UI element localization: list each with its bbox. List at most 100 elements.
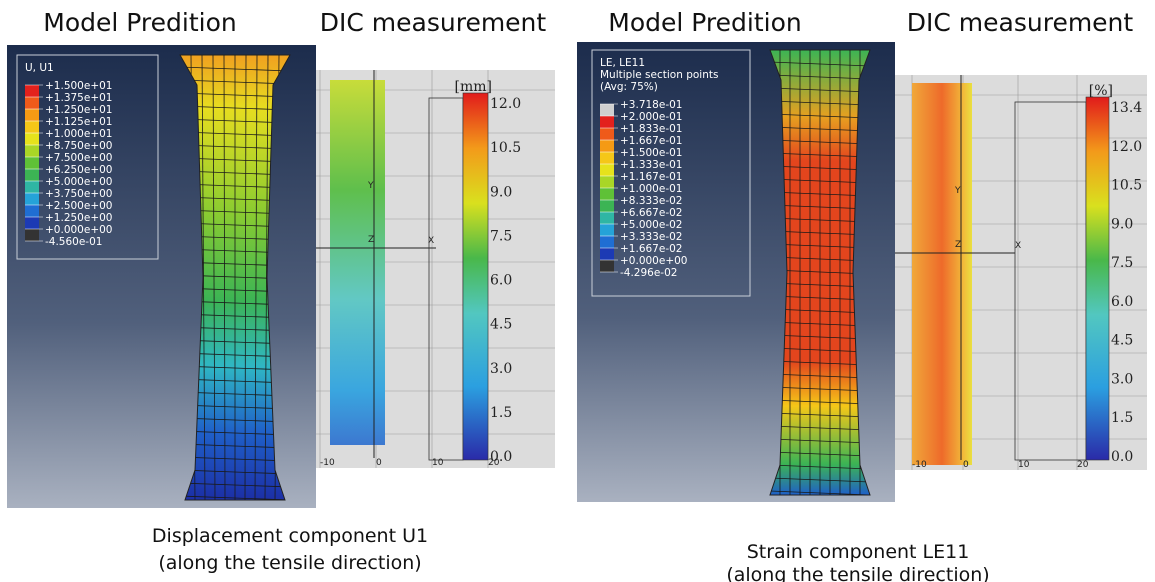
legend-label: +3.333e-02 [620, 231, 682, 243]
legend-label: +1.375e+01 [45, 92, 112, 104]
colorbar-tick: 6.0 [490, 273, 512, 289]
caption: (along the tensile direction) [158, 552, 421, 574]
legend-swatch [600, 236, 614, 248]
legend-swatch [600, 260, 614, 272]
legend-swatch [25, 217, 39, 229]
legend-title: (Avg: 75%) [600, 81, 658, 93]
colorbar [463, 93, 488, 460]
legend-label: +1.667e-02 [620, 243, 682, 255]
legend-label: +5.000e-02 [620, 219, 682, 231]
legend-swatch [25, 133, 39, 145]
legend-swatch [25, 169, 39, 181]
dic-title: DIC measurement [320, 8, 547, 37]
x-tick-label: -10 [320, 458, 335, 468]
x-tick-label: 0 [963, 460, 969, 470]
model-title: Model Predition [43, 8, 236, 37]
colorbar-tick: 1.5 [490, 405, 512, 421]
legend-label: +1.833e-01 [620, 123, 682, 135]
colorbar-tick: 13.4 [1111, 100, 1142, 116]
legend-swatch [600, 176, 614, 188]
legend-label: -4.560e-01 [45, 236, 102, 248]
legend-label: +2.000e-01 [620, 111, 682, 123]
legend-swatch [25, 97, 39, 109]
legend-label: +0.000e+00 [45, 224, 112, 236]
colorbar-tick: 3.0 [1111, 371, 1133, 387]
colorbar-tick: 12.0 [1111, 139, 1142, 155]
axis-letter: X [1015, 241, 1021, 251]
axis-letter: Z [955, 240, 961, 250]
caption: Displacement component U1 [152, 525, 428, 547]
legend-label: +6.250e+00 [45, 164, 112, 176]
dic-title: DIC measurement [907, 8, 1134, 37]
legend-swatch [600, 104, 614, 116]
dic-field [330, 80, 385, 445]
legend-title: Multiple section points [600, 69, 718, 81]
legend-label: +0.000e+00 [620, 255, 687, 267]
legend-label: +1.250e+00 [45, 212, 112, 224]
legend-label: +1.125e+01 [45, 116, 112, 128]
legend-swatch [25, 157, 39, 169]
legend-swatch [25, 181, 39, 193]
legend-label: +1.667e-01 [620, 135, 682, 147]
legend-swatch [600, 200, 614, 212]
x-tick-label: 10 [1018, 460, 1030, 470]
colorbar-tick: 7.5 [490, 228, 512, 244]
colorbar-tick: 0.0 [1111, 449, 1133, 465]
legend-label: +1.333e-01 [620, 159, 682, 171]
legend-title: U, U1 [25, 62, 54, 74]
axis-letter: Y [367, 181, 374, 191]
legend-label: +8.750e+00 [45, 140, 112, 152]
colorbar-tick: 10.5 [1111, 178, 1142, 194]
colorbar-tick: 7.5 [1111, 255, 1133, 271]
x-tick-label: 20 [488, 458, 500, 468]
legend-swatch [600, 248, 614, 260]
legend-label: +5.000e+00 [45, 176, 112, 188]
legend-swatch [600, 140, 614, 152]
legend-swatch [25, 85, 39, 97]
legend-swatch [600, 212, 614, 224]
colorbar-tick: 6.0 [1111, 294, 1133, 310]
axis-letter: Y [954, 186, 961, 196]
legend-swatch [600, 116, 614, 128]
x-tick-label: 10 [432, 458, 444, 468]
legend-label: +6.667e-02 [620, 207, 682, 219]
legend-swatch [600, 224, 614, 236]
axis-letter: Z [368, 235, 374, 245]
colorbar-tick: 1.5 [1111, 410, 1133, 426]
colorbar-tick: 4.5 [490, 317, 512, 333]
legend-swatch [25, 229, 39, 241]
model-title: Model Predition [608, 8, 801, 37]
colorbar-unit: [%] [1089, 83, 1113, 99]
legend-title: LE, LE11 [600, 57, 645, 69]
colorbar-tick: 9.0 [1111, 216, 1133, 232]
x-tick-label: 0 [376, 458, 382, 468]
colorbar-tick: 12.0 [490, 96, 521, 112]
colorbar-unit: [mm] [455, 79, 492, 95]
colorbar-tick: 4.5 [1111, 333, 1133, 349]
caption: Strain component LE11 [747, 541, 970, 563]
x-tick-label: 20 [1077, 460, 1089, 470]
legend-swatch [600, 188, 614, 200]
legend-swatch [600, 152, 614, 164]
colorbar-tick: 10.5 [490, 140, 521, 156]
legend-swatch [25, 205, 39, 217]
legend-label: +1.000e-01 [620, 183, 682, 195]
legend-label: +1.167e-01 [620, 171, 682, 183]
figure: Model Predition DIC measurement U, U1 +1.50… [0, 0, 1155, 582]
legend-label: +1.000e+01 [45, 128, 112, 140]
legend-label: +1.500e-01 [620, 147, 682, 159]
legend-swatch [25, 109, 39, 121]
dic-field [912, 83, 972, 465]
caption: (along the tensile direction) [726, 564, 989, 582]
legend-label: +1.500e+01 [45, 80, 112, 92]
legend-label: -4.296e-02 [620, 267, 677, 279]
legend-label: +1.250e+01 [45, 104, 112, 116]
colorbar-tick: 3.0 [490, 361, 512, 377]
legend-label: +8.333e-02 [620, 195, 682, 207]
legend-label: +2.500e+00 [45, 200, 112, 212]
legend-swatch [600, 164, 614, 176]
legend-swatch [25, 121, 39, 133]
x-tick-label: -10 [912, 460, 927, 470]
legend-label: +3.750e+00 [45, 188, 112, 200]
legend-label: +7.500e+00 [45, 152, 112, 164]
